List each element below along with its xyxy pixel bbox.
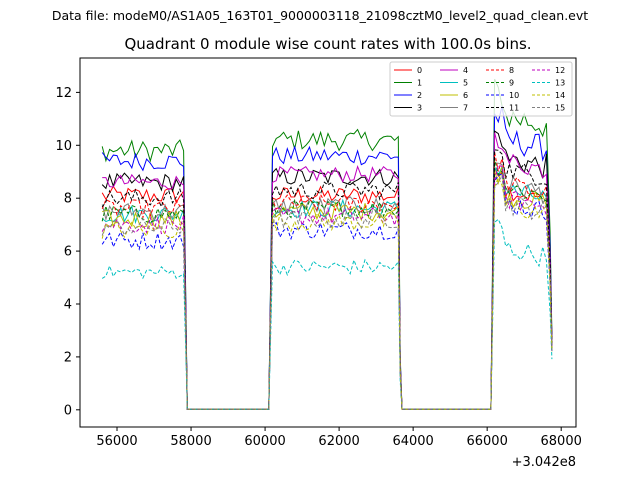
legend-label-0: 0	[417, 66, 422, 75]
x-tick-label: 58000	[170, 434, 211, 449]
chart-title: Quadrant 0 module wise count rates with …	[124, 35, 531, 53]
axes-frame	[79, 57, 577, 428]
legend-label-5: 5	[463, 79, 468, 88]
series-line-14	[101, 176, 553, 410]
x-tick-label: 64000	[392, 434, 433, 449]
series-line-2	[101, 106, 553, 410]
y-axis: 0 2 4 6 8 10 12	[55, 86, 80, 418]
series-line-8	[101, 152, 553, 410]
legend-label-13: 13	[555, 79, 565, 88]
series-line-4	[102, 132, 553, 410]
y-tick-label: 10	[55, 139, 72, 154]
y-tick-label: 2	[64, 350, 72, 365]
x-tick-label: 56000	[96, 434, 137, 449]
series-line-1	[101, 78, 553, 410]
legend-label-2: 2	[417, 91, 422, 100]
legend-label-14: 14	[555, 91, 565, 100]
series-line-9	[101, 159, 553, 410]
x-offset-label: +3.042e8	[512, 455, 576, 470]
legend-label-7: 7	[463, 104, 468, 113]
legend-box	[389, 61, 573, 117]
figure-suptitle: Data file: modeM0/AS1A05_163T01_90000031…	[52, 8, 588, 23]
legend-label-8: 8	[509, 66, 514, 75]
y-tick-label: 8	[64, 192, 72, 207]
legend-label-11: 11	[509, 104, 519, 113]
x-tick-label: 62000	[318, 434, 359, 449]
series-line-10	[101, 173, 553, 410]
x-tick-label: 60000	[244, 434, 285, 449]
legend-label-1: 1	[417, 79, 422, 88]
series-line-12	[101, 164, 553, 410]
plot-lines	[101, 78, 553, 410]
y-tick-label: 4	[64, 298, 72, 313]
legend-label-6: 6	[463, 91, 468, 100]
y-tick-label: 0	[64, 403, 72, 418]
y-tick-label: 12	[55, 86, 72, 101]
legend-label-4: 4	[463, 66, 468, 75]
series-line-7	[101, 162, 553, 410]
series-line-13	[101, 218, 553, 410]
legend-label-3: 3	[417, 104, 422, 113]
legend-label-9: 9	[509, 79, 514, 88]
series-line-5	[101, 165, 553, 410]
x-tick-label: 66000	[466, 434, 507, 449]
x-axis: 56000 58000 60000 62000 64000 66000 68000	[96, 427, 582, 449]
legend-label-15: 15	[555, 104, 565, 113]
series-line-15	[101, 173, 553, 410]
legend-label-10: 10	[509, 91, 519, 100]
y-tick-label: 6	[64, 245, 72, 260]
x-tick-label: 68000	[541, 434, 582, 449]
legend-label-12: 12	[555, 66, 565, 75]
